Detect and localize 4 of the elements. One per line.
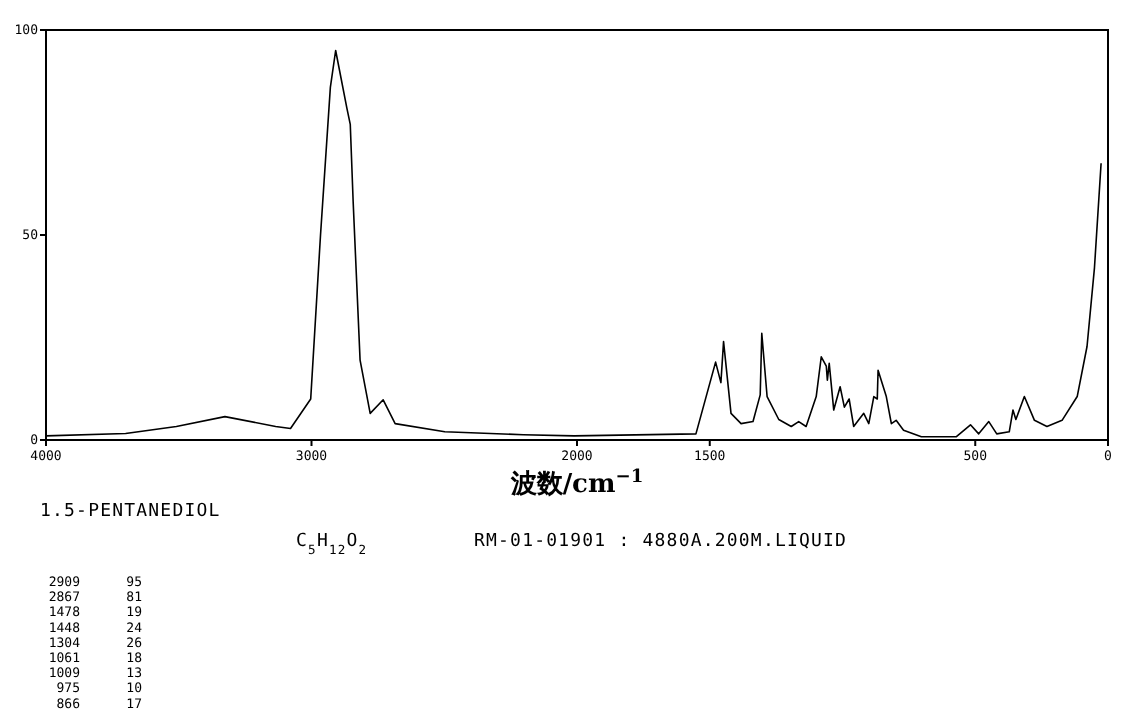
- text: RM-01-01901 : 4880A.200M.LIQUID: [474, 532, 848, 552]
- text: 1.5-PENTANEDIOL: [40, 502, 221, 522]
- text: C$_{5}$H$_{12}$O$_{2}$: [296, 532, 368, 557]
- x-axis-title: 波数/cm$^{−1}$: [508, 465, 644, 500]
